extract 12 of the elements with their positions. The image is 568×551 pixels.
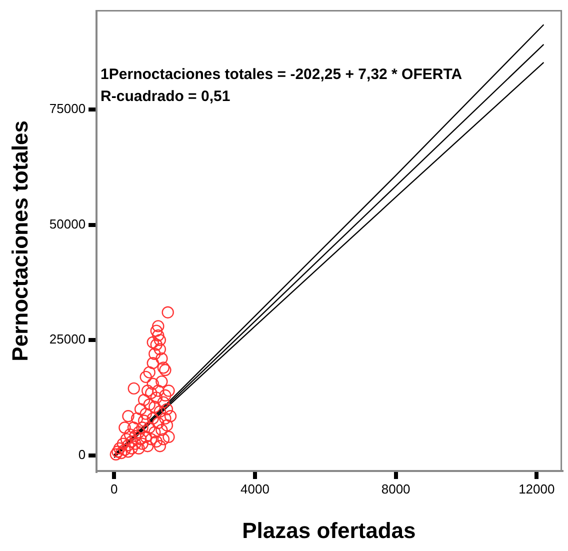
annotation: 1Pernoctaciones totales = -202,25 + 7,32 * OFERTA — [100, 66, 462, 83]
y-tick-label: 50000 — [49, 216, 86, 232]
y-tick-label: 0 — [78, 446, 86, 462]
y-tick-label: 25000 — [49, 332, 86, 347]
x-tick-label: 0 — [110, 481, 118, 496]
y-tick-label: 75000 — [49, 101, 86, 116]
y-axis-title: Pernoctaciones totales — [7, 120, 32, 362]
x-axis-title: Plazas ofertadas — [242, 518, 416, 543]
x-tick-label: 12000 — [518, 481, 555, 496]
x-tick-label: 8000 — [381, 481, 410, 496]
annotation: R-cuadrado = 0,51 — [100, 88, 230, 105]
x-tick-label: 4000 — [240, 481, 270, 496]
